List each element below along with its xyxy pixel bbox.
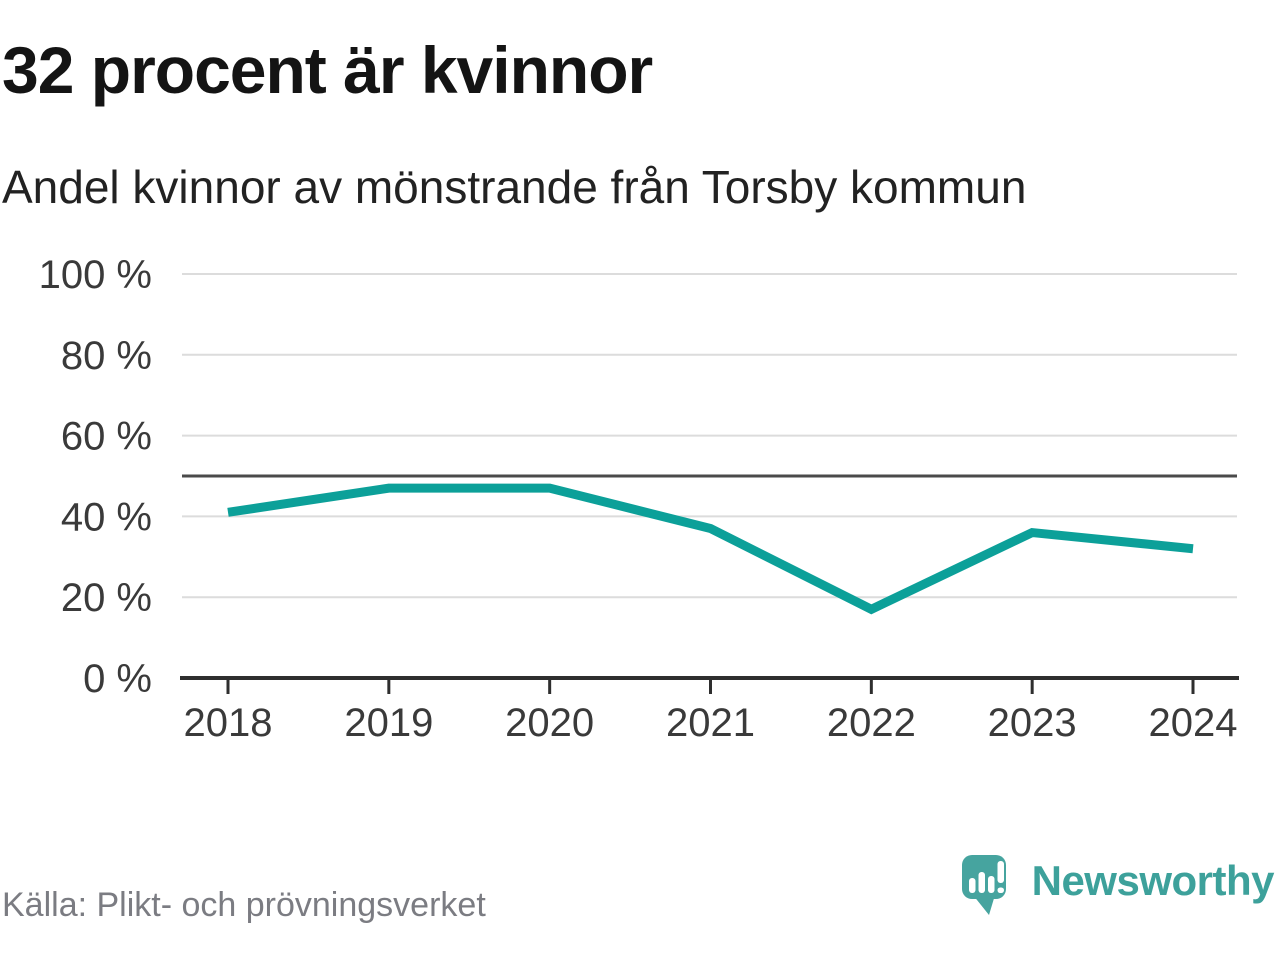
x-tick-label: 2022 <box>827 701 916 745</box>
newsworthy-speech-bubble-icon <box>961 855 1006 915</box>
x-tick-label: 2018 <box>184 701 273 745</box>
y-tick-label: 80 % <box>61 334 152 378</box>
y-tick-label: 40 % <box>61 495 152 539</box>
newsworthy-logo-text: Newsworthy <box>1031 857 1275 904</box>
data-line-andel-kvinnor <box>227 483 1194 615</box>
x-tick-label: 2019 <box>344 701 433 745</box>
chart-subtitle: Andel kvinnor av mönstrande från Torsby … <box>2 161 1027 213</box>
y-tick-label: 100 % <box>39 253 152 297</box>
source-note: Källa: Plikt- och prövningsverket <box>2 886 486 924</box>
x-tick-label: 2021 <box>666 701 755 745</box>
y-tick-label: 0 % <box>83 657 152 701</box>
newsworthy-logo: Newsworthy <box>961 855 1275 921</box>
x-tick-label: 2023 <box>988 701 1077 745</box>
y-tick-label: 60 % <box>61 415 152 459</box>
y-tick-label: 20 % <box>61 576 152 620</box>
x-tick-label: 2024 <box>1149 701 1238 745</box>
page-title: 32 procent är kvinnor <box>2 33 653 107</box>
x-tick-label: 2020 <box>505 701 594 745</box>
